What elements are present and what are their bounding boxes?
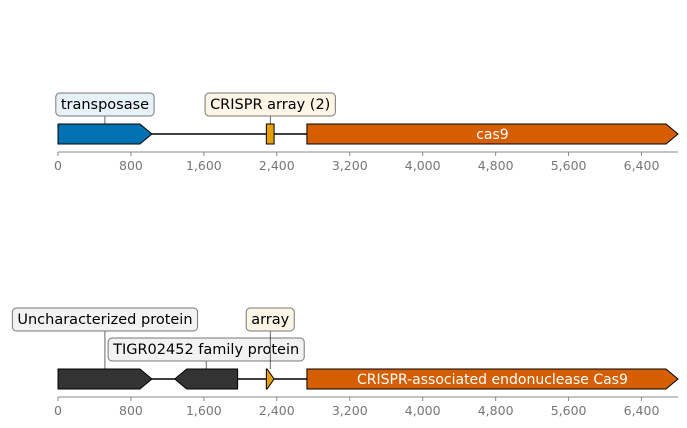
axis-tick-label: 3,200: [332, 158, 368, 173]
feature-cas9-endonuclease: [306, 368, 679, 390]
axis-tick-label: 6,400: [624, 403, 660, 418]
axis-tick-label: 5,600: [551, 403, 587, 418]
axis-tick-label: 6,400: [624, 158, 660, 173]
position-axis: 0 800 1,600 2,400 3,200 4,000 4,800 5,600 6,400: [54, 396, 678, 418]
axis-tick-label: 1,600: [186, 403, 222, 418]
axis-tick-label: 800: [119, 403, 143, 418]
track-bottom: Uncharacterized protein TIGR02452 family …: [11, 307, 679, 418]
axis-tick-label: 2,400: [259, 158, 295, 173]
feature-uncharacterized-protein: [57, 368, 153, 390]
feature-label-box-array: [245, 307, 295, 332]
feature-inner-label-cas9: cas9: [476, 127, 508, 143]
feature-label-tigr02452: TIGR02452 family protein: [112, 342, 299, 358]
feature-label-transposase: transposase: [61, 97, 149, 113]
axis-tick-label: 800: [119, 158, 143, 173]
position-axis: 0 800 1,600 2,400 3,200 4,000 4,800 5,600 6,400: [54, 151, 678, 173]
feature-cas9: [306, 123, 679, 145]
axis-tick-label: 2,400: [259, 403, 295, 418]
feature-label-uncharacterized-protein: Uncharacterized protein: [17, 312, 192, 328]
feature-transposase: [57, 123, 153, 145]
feature-label-box-uncharacterized-protein: [11, 307, 199, 332]
track-top: transposase CRISPR array (2) cas9 0 800 1,600…: [54, 92, 679, 173]
feature-label-crispr-array-2: CRISPR array (2): [210, 97, 330, 113]
feature-array: [265, 368, 275, 390]
feature-tigr02452: [173, 368, 239, 390]
axis-tick-label: 4,000: [405, 403, 441, 418]
feature-inner-label-cas9-endonuclease: CRISPR-associated endonuclease Cas9: [357, 372, 628, 388]
axis-tick-label: 4,000: [405, 158, 441, 173]
axis-tick-label: 1,600: [186, 158, 222, 173]
feature-label-box-crispr-array-2: [204, 92, 336, 117]
axis-tick-label: 4,800: [478, 158, 514, 173]
axis-tick-label: 0: [54, 158, 62, 173]
axis-tick-label: 0: [54, 403, 62, 418]
feature-label-array: array: [251, 312, 289, 328]
feature-label-box-transposase: [55, 92, 155, 117]
feature-label-box-tigr02452: [107, 337, 305, 362]
axis-tick-label: 4,800: [478, 403, 514, 418]
axis-tick-label: 5,600: [551, 158, 587, 173]
feature-crispr-array-2: [265, 123, 275, 145]
axis-tick-label: 3,200: [332, 403, 368, 418]
